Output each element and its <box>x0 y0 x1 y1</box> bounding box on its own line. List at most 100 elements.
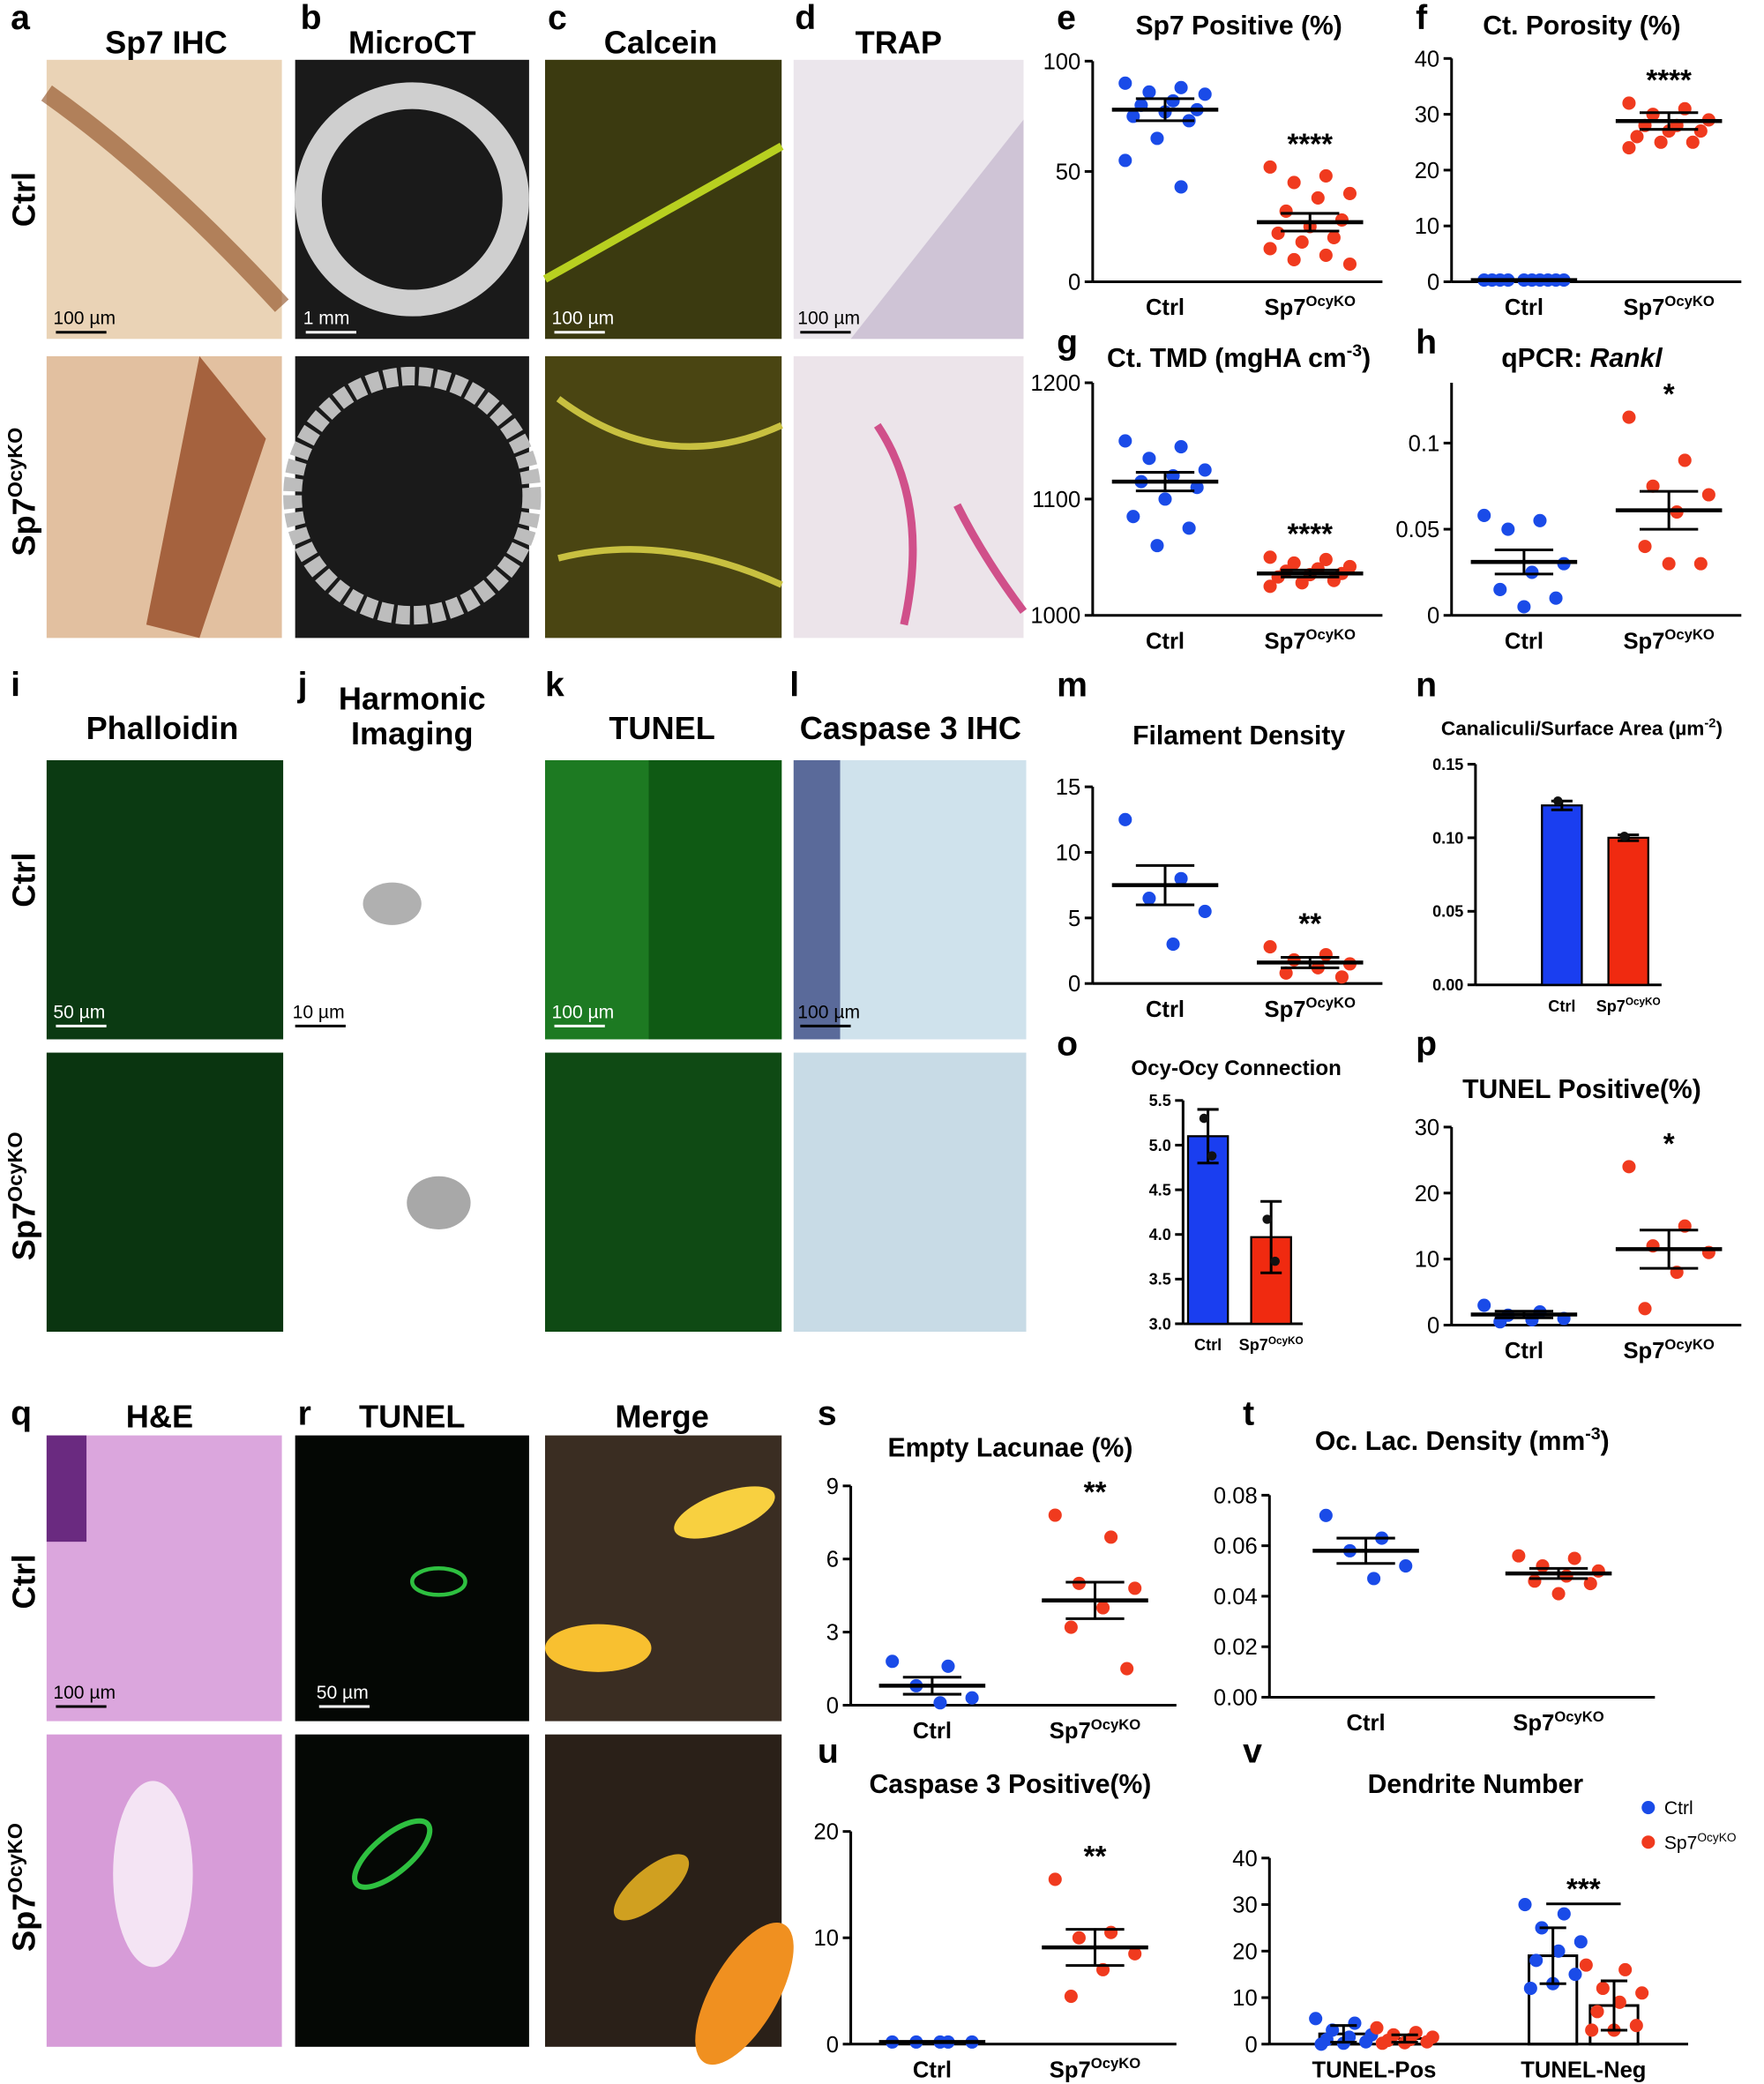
chart-title: Caspase 3 Positive(%) <box>870 1770 1152 1799</box>
chart-title: Ct. Porosity (%) <box>1483 11 1680 41</box>
panel-letter: p <box>1416 1026 1437 1064</box>
data-point <box>1118 153 1132 168</box>
data-point <box>1568 1968 1582 1982</box>
chart-title: Empty Lacunae (%) <box>887 1434 1132 1463</box>
image-title: Harmonic <box>339 681 486 717</box>
data-point <box>1263 550 1277 564</box>
scale-bar-label: 50 µm <box>317 1683 369 1703</box>
data-point <box>1622 1160 1636 1174</box>
image-detail <box>407 1176 471 1229</box>
data-point <box>1263 579 1277 594</box>
panel-letter: s <box>818 1395 837 1433</box>
data-point <box>1583 1577 1597 1591</box>
panel-letter: k <box>545 667 564 705</box>
data-point <box>1375 2036 1389 2050</box>
x-tick-label-sup: OcyKO <box>1664 626 1714 643</box>
data-point <box>1529 1953 1544 1968</box>
y-tick-label: 0 <box>1427 1313 1439 1338</box>
data-point <box>1271 226 1285 240</box>
data-point <box>1493 582 1507 596</box>
chart-title: Sp7 Positive (%) <box>1135 11 1342 41</box>
x-tick-label: Ctrl <box>1548 997 1575 1015</box>
data-point <box>1263 160 1277 174</box>
data-point <box>1287 176 1301 190</box>
data-point <box>1150 131 1164 146</box>
data-point <box>1359 2035 1373 2049</box>
row-label-text: Sp7 <box>5 497 41 556</box>
title-part: qPCR: <box>1501 344 1589 373</box>
image-detail <box>873 422 1028 626</box>
y-tick-label: 0.04 <box>1214 1585 1258 1610</box>
x-tick-label-sup: OcyKO <box>1091 2055 1140 2072</box>
y-tick-label: 0.1 <box>1409 431 1440 456</box>
bar <box>1186 1135 1230 1326</box>
data-point <box>1279 966 1293 980</box>
significance: **** <box>1287 128 1333 161</box>
data-point <box>1551 1587 1566 1601</box>
data-point <box>1199 1113 1209 1124</box>
data-point <box>1523 1981 1537 1996</box>
data-point <box>1287 252 1301 267</box>
data-point <box>1370 2021 1384 2035</box>
data-point <box>1590 2005 1604 2019</box>
y-tick-label: 1100 <box>1032 488 1080 512</box>
data-point <box>1342 186 1357 200</box>
x-tick-label-text: Ctrl <box>1505 629 1544 654</box>
row-label-text: Ctrl <box>5 1554 41 1609</box>
x-tick-label: Ctrl <box>913 2058 952 2082</box>
image <box>793 1052 1027 1333</box>
data-point <box>1638 540 1652 554</box>
y-tick-label: 3 <box>826 1621 839 1646</box>
y-tick-label: 50 <box>1056 160 1081 184</box>
x-tick-label: Sp7OcyKO <box>1513 1708 1603 1736</box>
y-tick-label: 10 <box>1056 840 1081 865</box>
row-label-text: Ctrl <box>5 853 41 908</box>
image-detail <box>674 1486 775 1539</box>
legend-marker <box>1641 1835 1656 1849</box>
data-point <box>1596 1981 1610 1996</box>
legend-marker <box>1641 1801 1656 1815</box>
data-point <box>1262 1214 1272 1224</box>
title-part: Ct. TMD (mgHA cm <box>1107 344 1347 373</box>
data-point <box>1646 479 1660 493</box>
scale-bar-label: 100 µm <box>797 309 860 329</box>
image-detail <box>648 760 782 1040</box>
y-tick-label: 0.10 <box>1432 829 1463 847</box>
panel-letter: j <box>297 667 308 705</box>
x-tick-label: Sp7OcyKO <box>1050 1716 1140 1744</box>
y-tick-label: 0.00 <box>1432 976 1463 994</box>
row-label: Sp7OcyKO <box>4 1132 41 1260</box>
image-detail <box>793 760 841 1040</box>
y-tick-label: 4.0 <box>1149 1226 1171 1244</box>
significance: **** <box>1646 64 1692 97</box>
x-tick-label-text: Sp7 <box>1265 997 1306 1022</box>
data-point <box>1126 510 1140 524</box>
data-point <box>1118 434 1132 448</box>
scale-bar-label: 10 µm <box>293 1002 345 1022</box>
data-point <box>1048 1872 1062 1886</box>
data-point <box>1591 1564 1605 1578</box>
y-tick-label: 30 <box>1232 1894 1258 1918</box>
image-panels <box>41 59 1028 2065</box>
title-part: -2 <box>1704 716 1715 730</box>
legend-label: Sp7OcyKO <box>1664 1831 1737 1853</box>
title-part: Filament Density <box>1132 721 1345 751</box>
data-point <box>1477 508 1491 522</box>
row-label-sup: OcyKO <box>4 1823 26 1894</box>
data-point <box>1693 124 1708 138</box>
y-tick-label: 15 <box>1056 775 1081 800</box>
significance: *** <box>1566 1873 1601 1906</box>
image <box>544 355 782 639</box>
y-tick-label: 5.5 <box>1149 1092 1171 1109</box>
y-tick-label: 5.0 <box>1149 1137 1171 1154</box>
x-tick-label-text: Ctrl <box>1505 295 1544 320</box>
bar <box>1607 836 1649 986</box>
y-tick-label: 0 <box>826 1693 839 1718</box>
y-tick-label: 3.5 <box>1149 1271 1171 1288</box>
y-tick-label: 0 <box>1427 604 1439 629</box>
image-detail <box>41 85 289 312</box>
data-point <box>1567 1551 1581 1565</box>
data-point <box>1701 488 1715 502</box>
data-point <box>1662 124 1676 138</box>
